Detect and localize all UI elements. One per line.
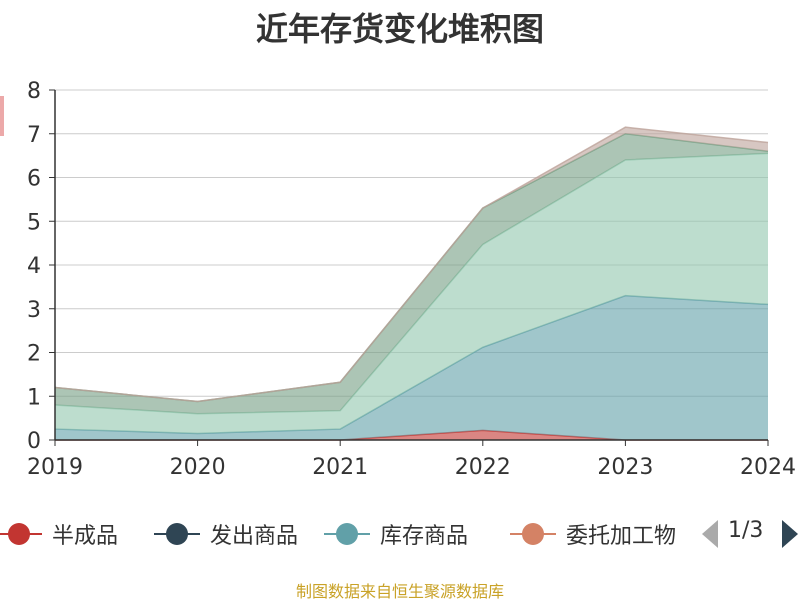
legend: 半成品 发出商品 库存商品 委托加工物 [0, 514, 800, 554]
y-tick-label: 6 [27, 167, 41, 192]
y-tick-label: 5 [27, 210, 41, 235]
legend-label: 半成品 [52, 524, 119, 549]
chart-canvas: 0 1 2 3 4 5 6 7 8 2019 2020 2021 2022 2023 2024 [27, 79, 796, 480]
y-tick-label: 4 [27, 254, 41, 279]
legend-item[interactable]: 发出商品 [152, 514, 298, 554]
y-tick-label: 8 [27, 79, 41, 104]
area-series-2 [55, 295, 768, 440]
series-line-7 [54, 126, 769, 403]
legend-item[interactable]: 委托加工物 [508, 514, 676, 554]
series-line-2 [54, 294, 769, 435]
y-tick-label: 0 [27, 429, 41, 454]
legend-symbol-icon [152, 514, 202, 554]
legend-symbol-icon [508, 514, 558, 554]
legend-prev-page-icon[interactable] [702, 520, 718, 548]
x-tick-label: 2022 [455, 455, 511, 480]
x-tick-label: 2019 [27, 455, 83, 480]
legend-label: 库存商品 [380, 524, 469, 549]
legend-symbol-icon [0, 514, 44, 554]
x-tick-label: 2024 [740, 455, 796, 480]
y-tick-label: 1 [27, 385, 41, 410]
area-series-4 [55, 153, 768, 434]
x-tick-label: 2020 [170, 455, 226, 480]
y-tick-label: 2 [27, 342, 41, 367]
legend-item[interactable]: 库存商品 [322, 514, 468, 554]
legend-page-indicator: 1/3 [728, 518, 764, 543]
y-tick-label: 7 [27, 123, 41, 148]
legend-next-page-icon[interactable] [782, 520, 798, 548]
chart-title: 近年存货变化堆积图 [255, 10, 544, 48]
y-tick-label: 3 [27, 298, 41, 323]
legend-label: 委托加工物 [566, 524, 677, 549]
y-axis-label-marker [0, 96, 4, 136]
x-tick-label: 2021 [312, 455, 368, 480]
legend-symbol-icon [322, 514, 372, 554]
x-tick-label: 2023 [597, 455, 653, 480]
legend-item[interactable]: 半成品 [0, 514, 118, 554]
data-source-note: 制图数据来自恒生聚源数据库 [295, 582, 504, 601]
legend-label: 发出商品 [210, 524, 299, 549]
